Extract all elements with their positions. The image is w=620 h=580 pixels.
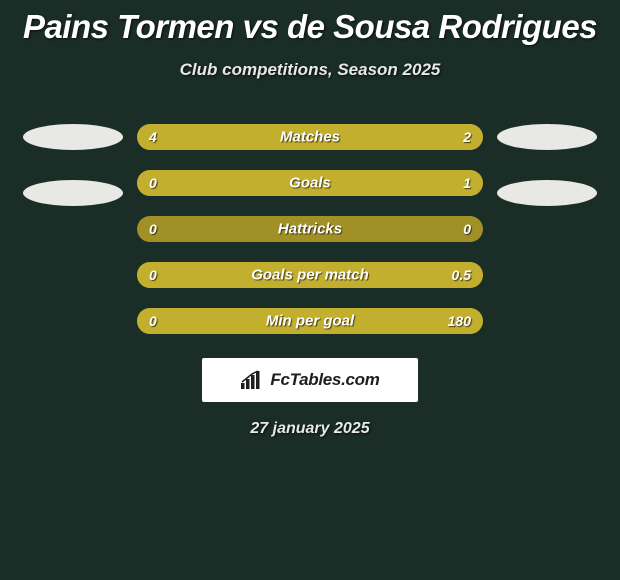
avatar <box>23 180 123 206</box>
bar-value-left: 0 <box>149 267 157 283</box>
bars-container: 4 Matches 2 0 Goals 1 0 Hattricks 0 0 Goals per ma… <box>137 124 483 334</box>
bar-value-left: 4 <box>149 129 157 145</box>
bar-label: Min per goal <box>266 313 354 330</box>
avatar <box>497 124 597 150</box>
avatar <box>497 180 597 206</box>
bar-value-right: 0 <box>463 221 471 237</box>
page-title: Pains Tormen vs de Sousa Rodrigues <box>0 0 620 46</box>
bar-value-right: 1 <box>463 175 471 191</box>
bar-value-right: 0.5 <box>452 267 471 283</box>
brand-badge: FcTables.com <box>202 358 418 402</box>
bar-label: Hattricks <box>278 221 342 238</box>
bars-icon <box>240 370 264 390</box>
bar-value-left: 0 <box>149 221 157 237</box>
stat-bar: 0 Hattricks 0 <box>137 216 483 242</box>
avatar <box>23 124 123 150</box>
subtitle: Club competitions, Season 2025 <box>0 60 620 80</box>
bar-value-right: 180 <box>448 313 471 329</box>
bar-value-left: 0 <box>149 313 157 329</box>
bar-value-right: 2 <box>463 129 471 145</box>
stat-bar: 0 Min per goal 180 <box>137 308 483 334</box>
bar-label: Goals <box>289 175 331 192</box>
date-text: 27 january 2025 <box>0 420 620 438</box>
stat-bar: 0 Goals per match 0.5 <box>137 262 483 288</box>
player-right-avatars <box>497 124 597 334</box>
bar-value-left: 0 <box>149 175 157 191</box>
stat-bar: 4 Matches 2 <box>137 124 483 150</box>
bar-label: Goals per match <box>251 267 369 284</box>
player-left-avatars <box>23 124 123 334</box>
bar-label: Matches <box>280 129 340 146</box>
comparison-chart: 4 Matches 2 0 Goals 1 0 Hattricks 0 0 Goals per ma… <box>0 124 620 334</box>
brand-text: FcTables.com <box>270 370 379 390</box>
stat-bar: 0 Goals 1 <box>137 170 483 196</box>
